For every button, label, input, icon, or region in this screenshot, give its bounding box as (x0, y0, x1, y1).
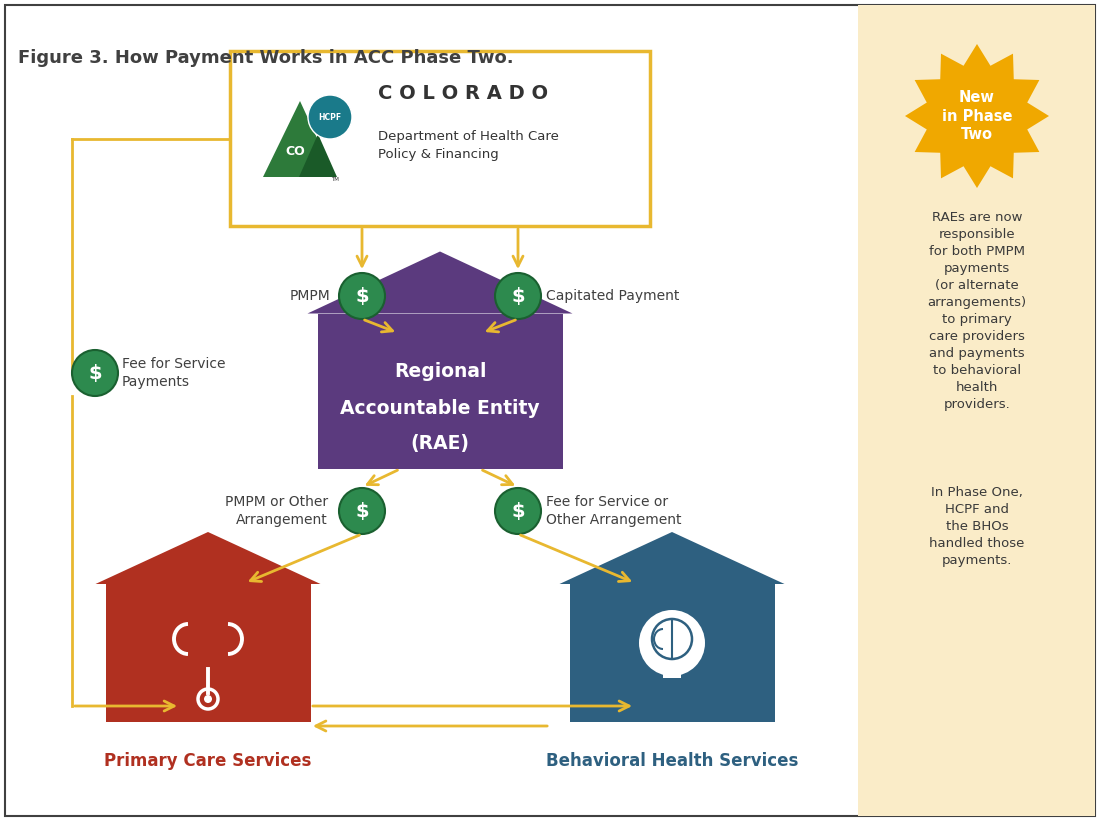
Circle shape (204, 695, 212, 703)
Text: $: $ (355, 287, 368, 305)
Text: C O L O R A D O: C O L O R A D O (378, 84, 548, 103)
Circle shape (339, 488, 385, 534)
Text: Department of Health Care
Policy & Financing: Department of Health Care Policy & Finan… (378, 130, 559, 160)
FancyBboxPatch shape (230, 51, 650, 226)
FancyBboxPatch shape (106, 584, 310, 722)
Polygon shape (299, 134, 337, 177)
Text: Capitated Payment: Capitated Payment (546, 289, 680, 303)
Text: CO: CO (285, 144, 305, 158)
Text: Regional: Regional (394, 361, 486, 380)
Polygon shape (560, 532, 784, 584)
Text: PMPM or Other
Arrangement: PMPM or Other Arrangement (224, 495, 328, 526)
Text: New
in Phase
Two: New in Phase Two (942, 90, 1012, 142)
FancyBboxPatch shape (570, 584, 774, 722)
Text: Fee for Service
Payments: Fee for Service Payments (122, 357, 226, 388)
Text: HCPF: HCPF (318, 112, 342, 122)
Text: Primary Care Services: Primary Care Services (104, 752, 311, 770)
Circle shape (72, 350, 118, 396)
Text: $: $ (88, 364, 102, 383)
Text: $: $ (512, 287, 525, 305)
FancyBboxPatch shape (6, 5, 1094, 816)
Circle shape (495, 273, 541, 319)
Polygon shape (308, 251, 572, 314)
Text: Fee for Service or
Other Arrangement: Fee for Service or Other Arrangement (546, 495, 682, 526)
Text: (RAE): (RAE) (410, 433, 470, 452)
FancyBboxPatch shape (858, 5, 1094, 816)
Text: $: $ (512, 502, 525, 521)
Circle shape (639, 610, 705, 676)
Polygon shape (905, 44, 1049, 188)
Text: Behavioral Health Services: Behavioral Health Services (546, 752, 799, 770)
Circle shape (308, 95, 352, 139)
Polygon shape (263, 101, 336, 177)
Text: TM: TM (331, 177, 339, 181)
Text: RAEs are now
responsible
for both PMPM
payments
(or alternate
arrangements)
to p: RAEs are now responsible for both PMPM p… (927, 211, 1026, 411)
Text: In Phase One,
HCPF and
the BHOs
handled those
payments.: In Phase One, HCPF and the BHOs handled … (930, 486, 1025, 567)
Text: Accountable Entity: Accountable Entity (340, 398, 540, 418)
Circle shape (495, 488, 541, 534)
FancyBboxPatch shape (318, 314, 562, 469)
Text: PMPM: PMPM (289, 289, 330, 303)
Polygon shape (96, 532, 320, 584)
FancyBboxPatch shape (663, 670, 681, 678)
Text: Figure 3. How Payment Works in ACC Phase Two.: Figure 3. How Payment Works in ACC Phase… (18, 49, 514, 67)
Text: $: $ (355, 502, 368, 521)
Circle shape (339, 273, 385, 319)
